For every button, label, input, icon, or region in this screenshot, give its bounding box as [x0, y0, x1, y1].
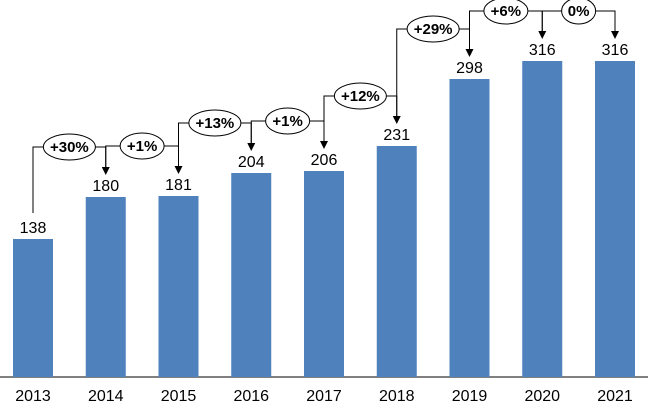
value-label-2015: 181: [165, 177, 192, 194]
growth-label-2021: 0%: [568, 3, 590, 20]
growth-bubble-2020: [483, 0, 529, 25]
x-tick-2015: 2015: [161, 388, 197, 405]
value-label-2021: 316: [602, 42, 629, 59]
value-label-2017: 206: [311, 152, 338, 169]
growth-label-2020: +6%: [491, 3, 521, 20]
growth-label-2017: +1%: [272, 113, 302, 130]
growth-bubble-2017: [265, 107, 311, 135]
bar-2013: [13, 239, 53, 377]
bar-2014: [85, 197, 126, 377]
x-tick-2019: 2019: [452, 388, 488, 405]
growth-label-2015: +1%: [127, 138, 157, 155]
value-label-2014: 180: [92, 178, 119, 195]
value-label-2016: 204: [238, 154, 265, 171]
bar-2019: [449, 79, 490, 377]
bar-2015: [158, 196, 199, 377]
growth-label-2014: +30%: [50, 139, 89, 156]
growth-bubble-2014: [42, 133, 96, 161]
value-label-2019: 298: [456, 60, 483, 77]
growth-bubble-2019: [406, 15, 460, 43]
bar-2018: [376, 146, 417, 377]
x-tick-2016: 2016: [233, 388, 269, 405]
growth-bubble-2021: [561, 0, 597, 25]
growth-label-2019: +29%: [414, 21, 453, 38]
x-tick-2013: 2013: [15, 388, 51, 405]
bar-2016: [231, 173, 272, 377]
growth-bubble-2018: [333, 82, 387, 110]
growth-label-2018: +12%: [341, 88, 380, 105]
x-tick-2020: 2020: [524, 388, 560, 405]
bar-2017: [304, 171, 344, 377]
x-tick-2017: 2017: [306, 388, 342, 405]
x-tick-2018: 2018: [379, 388, 415, 405]
x-tick-2014: 2014: [88, 388, 124, 405]
growth-bubble-2016: [188, 109, 242, 137]
value-label-2018: 231: [383, 127, 410, 144]
growth-bubble-2015: [119, 132, 165, 160]
bar-2021: [595, 61, 635, 377]
x-tick-2021: 2021: [597, 388, 633, 405]
bar-2020: [522, 61, 563, 377]
value-label-2013: 138: [20, 220, 47, 237]
growth-label-2016: +13%: [195, 115, 234, 132]
value-label-2020: 316: [529, 42, 556, 59]
